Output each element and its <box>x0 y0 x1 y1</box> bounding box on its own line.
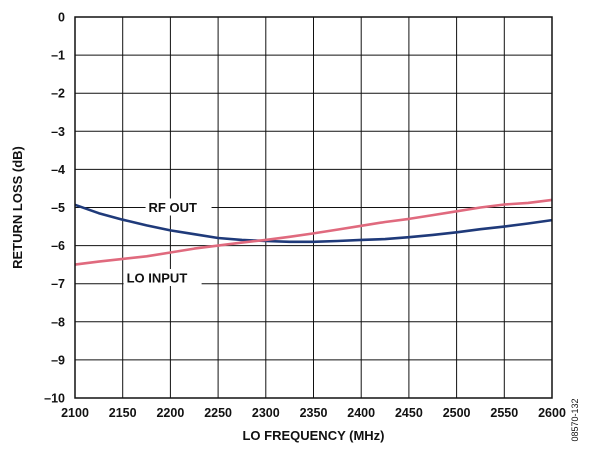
y-tick-label: 0 <box>58 11 65 25</box>
x-tick-label: 2100 <box>61 406 89 420</box>
y-tick-label: –5 <box>51 201 65 215</box>
x-tick-label: 2600 <box>538 406 566 420</box>
annotation-background <box>145 198 212 216</box>
y-tick-label: –10 <box>44 392 65 406</box>
y-tick-labels: 0 –1 –2 –3 –4 –5 –6 –7 –8 –9 –10 <box>44 11 65 406</box>
series-annotations: RF OUT LO INPUT <box>123 198 212 286</box>
y-tick-label: –9 <box>51 353 65 367</box>
annotation-background <box>123 268 202 286</box>
series-line-lo-input <box>74 198 553 266</box>
x-tick-labels: 2100 2150 2200 2250 2300 2350 2400 2450 2500 2550… <box>61 406 566 420</box>
plot-frame <box>74 16 553 399</box>
series-line-rf-out <box>74 203 553 244</box>
x-tick-label: 2350 <box>300 406 328 420</box>
x-tick-label: 2550 <box>490 406 518 420</box>
series-annotation-label: LO INPUT <box>127 270 188 285</box>
x-tick-label: 2300 <box>252 406 280 420</box>
figure-id: 08570-132 <box>570 398 580 441</box>
x-tick-label: 2500 <box>443 406 471 420</box>
series-lines <box>74 198 553 266</box>
y-tick-label: –1 <box>51 49 65 63</box>
y-axis-title: RETURN LOSS (dB) <box>10 146 25 269</box>
y-tick-label: –7 <box>51 277 65 291</box>
x-tick-label: 2400 <box>347 406 375 420</box>
x-tick-label: 2250 <box>204 406 232 420</box>
y-tick-label: –4 <box>51 163 65 177</box>
y-tick-label: –8 <box>51 315 65 329</box>
x-tick-label: 2450 <box>395 406 423 420</box>
x-tick-label: 2200 <box>156 406 184 420</box>
y-tick-label: –2 <box>51 87 65 101</box>
y-tick-label: –6 <box>51 239 65 253</box>
y-tick-label: –3 <box>51 125 65 139</box>
series-annotation-label: RF OUT <box>149 200 197 215</box>
x-axis-title: LO FREQUENCY (MHz) <box>242 428 384 443</box>
x-tick-label: 2150 <box>109 406 137 420</box>
